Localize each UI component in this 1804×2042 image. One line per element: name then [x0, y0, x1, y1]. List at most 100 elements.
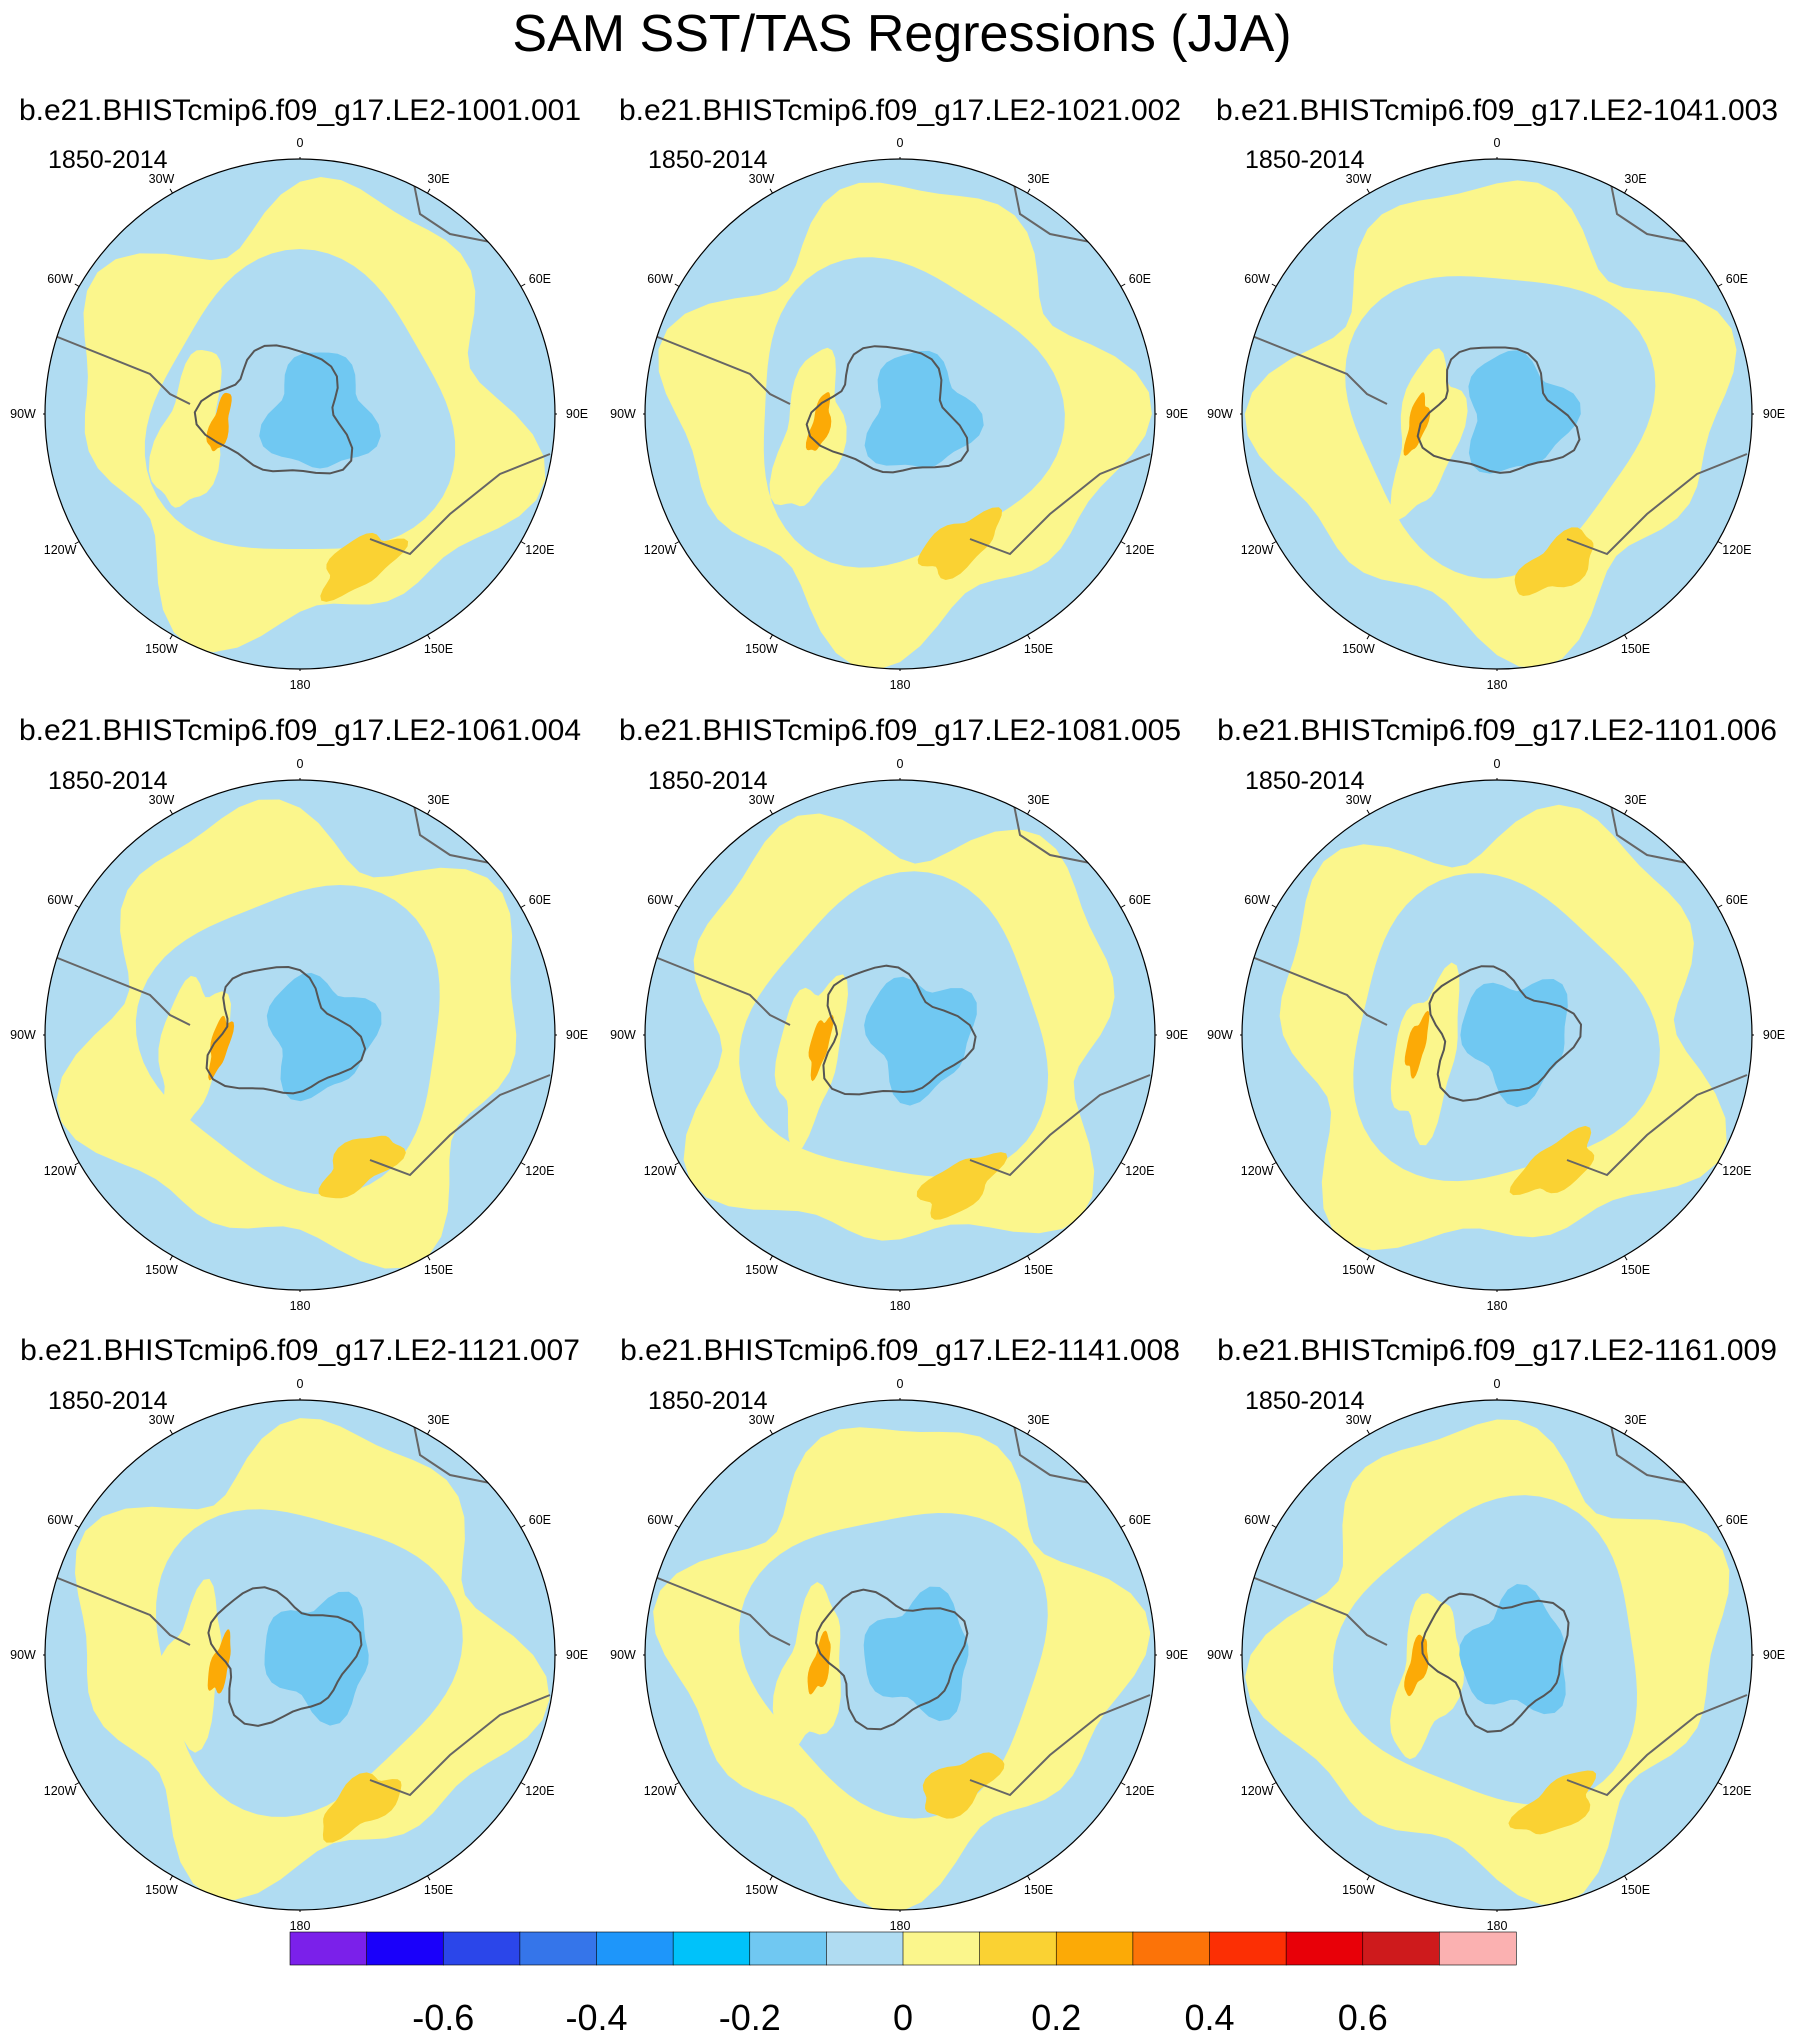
positive-region-strong [1508, 1770, 1597, 1835]
australia-coastline [969, 453, 1151, 556]
lon-tick [169, 1429, 173, 1435]
panel-title: b.e21.BHISTcmip6.f09_g17.LE2-1021.002 [618, 94, 1182, 127]
longitude-label: 60W [1244, 1512, 1270, 1527]
longitude-label: 30W [748, 793, 775, 808]
colorbar-swatch [289, 1931, 368, 1966]
positive-region-stronger [1404, 1010, 1430, 1079]
longitude-label: 90W [1207, 1648, 1233, 1662]
colorbar-swatch [1285, 1931, 1364, 1966]
positive-region [158, 975, 231, 1151]
positive-region-stronger [807, 1630, 831, 1695]
period-label: 1850-2014 [648, 1387, 768, 1415]
polar-map [643, 1398, 1157, 1912]
colorbar-swatch [1132, 1931, 1211, 1966]
lon-tick [674, 1524, 680, 1528]
lon-tick [169, 188, 173, 194]
lon-tick [1120, 1162, 1126, 1166]
longitude-label: 30W [148, 1413, 175, 1428]
positive-region-stronger [208, 1015, 235, 1081]
longitude-label: 60E [528, 271, 551, 286]
lon-tick [1717, 541, 1723, 545]
lon-tick [520, 1524, 526, 1528]
australia-coastline [1566, 1074, 1748, 1177]
figure-title: SAM SST/TAS Regressions (JJA) [512, 5, 1292, 63]
lon-tick [1366, 188, 1370, 194]
negative-region [1460, 979, 1568, 1108]
longitude-label: 120W [1240, 1783, 1274, 1798]
polar-map [43, 778, 557, 1292]
longitude-label: 60E [1128, 271, 1151, 286]
longitude-label: 60W [47, 892, 73, 907]
africa-coastline [1606, 163, 1698, 245]
longitude-label: 120W [43, 1783, 77, 1798]
lon-tick [1717, 1782, 1723, 1786]
lon-tick [1027, 634, 1031, 640]
lon-tick [769, 1875, 773, 1881]
longitude-label: 150W [145, 1262, 178, 1277]
colorbar-swatch [672, 1931, 751, 1966]
australia-coastline [369, 453, 551, 556]
panel-title: b.e21.BHISTcmip6.f09_g17.LE2-1121.007 [20, 1334, 580, 1367]
longitude-label: 60E [1128, 1512, 1151, 1527]
positive-region-stronger [805, 392, 832, 451]
longitude-label: 90W [10, 1648, 36, 1662]
longitude-label: 60W [1244, 892, 1270, 907]
antarctica-coastline [207, 1586, 363, 1727]
lon-tick [520, 541, 526, 545]
longitude-label: 120W [643, 1783, 677, 1798]
south-america-coastline [1246, 954, 1388, 1026]
positive-region [1390, 1593, 1465, 1760]
lon-tick [1120, 904, 1126, 908]
longitude-label: 90E [565, 1648, 589, 1662]
positive-region-strong [1514, 527, 1594, 596]
polar-map [1240, 778, 1754, 1292]
colorbar-tick-label: 0 [893, 1997, 913, 2038]
longitude-label: 30W [1345, 1413, 1372, 1428]
longitude-label: 150E [1620, 1882, 1651, 1897]
south-america-coastline [49, 333, 191, 405]
positive-region [148, 350, 222, 508]
positive-band [1279, 804, 1727, 1251]
period-label: 1850-2014 [48, 1387, 168, 1415]
colorbar-swatch [749, 1931, 827, 1966]
longitude-label: 150W [1342, 1882, 1375, 1897]
longitude-label: 60W [1244, 271, 1270, 286]
positive-band [75, 1418, 550, 1900]
colorbar-swatch [979, 1931, 1057, 1966]
colorbar-swatch [519, 1931, 598, 1966]
positive-band [56, 799, 517, 1269]
longitude-label: 150W [1342, 641, 1375, 656]
lon-tick [1027, 1429, 1031, 1435]
longitude-label: 30E [427, 793, 450, 808]
longitude-label: 150W [745, 1262, 778, 1277]
longitude-label: 60W [647, 271, 673, 286]
lon-tick [1027, 809, 1031, 815]
lon-tick [1624, 1875, 1628, 1881]
longitude-label: 30E [1027, 793, 1050, 808]
lon-tick [1120, 1524, 1126, 1528]
africa-coastline [1009, 1404, 1101, 1486]
polar-map [643, 157, 1157, 671]
positive-region-strong [320, 532, 409, 602]
positive-region-stronger [808, 1015, 834, 1082]
longitude-label: 120W [643, 1163, 677, 1178]
longitude-label: 150W [745, 641, 778, 656]
lon-tick [520, 1782, 526, 1786]
period-label: 1850-2014 [648, 146, 768, 174]
longitude-label: 60W [647, 1512, 673, 1527]
positive-band [658, 182, 1152, 669]
lon-tick [427, 809, 431, 815]
south-america-coastline [49, 1574, 191, 1646]
africa-coastline [409, 163, 501, 245]
lon-tick [769, 809, 773, 815]
longitude-label: 30E [1027, 172, 1050, 187]
longitude-label: 180 [1486, 678, 1508, 692]
positive-region [1390, 962, 1460, 1146]
antarctica-coastline [1416, 346, 1581, 474]
longitude-label: 90W [610, 1028, 636, 1042]
lon-tick [1624, 634, 1628, 640]
lon-tick [1717, 1524, 1723, 1528]
lon-tick [1027, 1255, 1031, 1261]
lon-tick [169, 1875, 173, 1881]
period-label: 1850-2014 [1245, 767, 1365, 795]
